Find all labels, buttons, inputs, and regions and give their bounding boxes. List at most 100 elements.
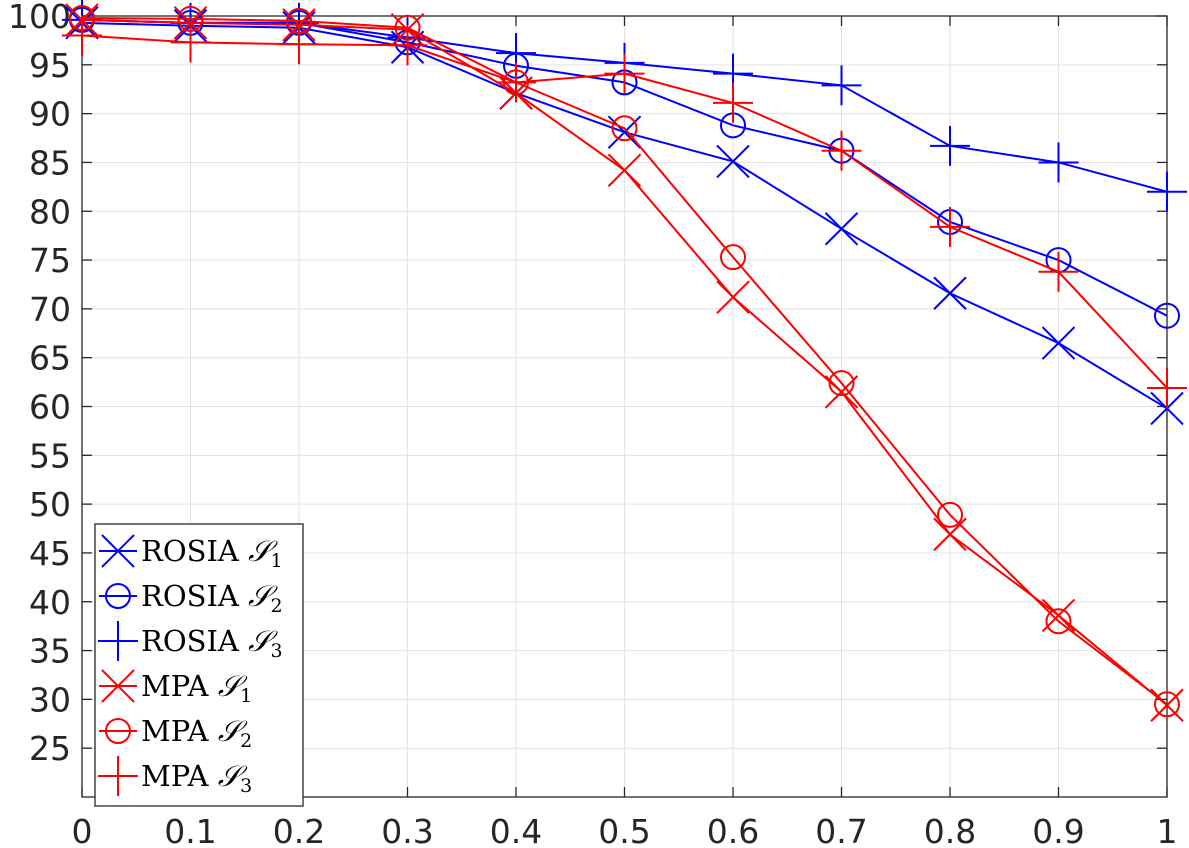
y-tick-label: 100 — [8, 0, 71, 36]
legend-entry: ROSIA 𝒮3 — [98, 621, 283, 662]
marker-stroke — [101, 534, 135, 568]
marker-stroke — [1150, 391, 1184, 426]
marker-stroke — [824, 375, 859, 409]
x-tick-label: 0.4 — [490, 812, 542, 848]
data-point — [937, 501, 963, 528]
y-tick-label: 45 — [29, 534, 71, 573]
legend-subscript: 3 — [240, 775, 252, 797]
legend-entry: MPA 𝒮2 — [99, 714, 252, 752]
legend-marker — [98, 756, 138, 796]
x-tick-label: 0.8 — [924, 812, 976, 848]
marker-stroke — [933, 517, 967, 552]
marker-stroke — [101, 669, 135, 703]
y-tick-label: 75 — [29, 241, 71, 280]
data-point — [933, 276, 967, 310]
legend-entry: MPA 𝒮1 — [99, 669, 252, 707]
x-tick-label: 0.5 — [598, 812, 650, 848]
data-point — [824, 375, 859, 409]
legend-marker — [101, 669, 135, 703]
marker-stroke — [1041, 326, 1076, 360]
data-point — [933, 517, 967, 552]
data-point — [1154, 691, 1180, 718]
data-point — [720, 244, 746, 271]
legend-label: ROSIA 𝒮2 — [141, 579, 283, 617]
marker-stroke — [716, 280, 750, 314]
marker-stroke — [607, 153, 642, 187]
series-mpa-s3 — [62, 15, 1187, 408]
y-tick-label: 70 — [29, 290, 71, 329]
data-point — [1150, 688, 1184, 722]
legend-marker — [105, 718, 131, 744]
x-tick-label: 0.1 — [164, 812, 216, 848]
y-tick-label: 65 — [29, 339, 71, 378]
data-point — [1147, 367, 1187, 408]
legend-entry: MPA 𝒮3 — [98, 756, 252, 797]
data-point — [1150, 391, 1184, 426]
marker-stroke — [716, 144, 750, 179]
data-point — [604, 53, 645, 94]
legend-label: ROSIA 𝒮1 — [141, 534, 283, 572]
data-point — [1038, 142, 1079, 183]
y-tick-label: 95 — [29, 46, 71, 85]
data-point — [1041, 326, 1076, 360]
legend-label: MPA 𝒮1 — [141, 669, 252, 707]
data-point — [496, 62, 536, 103]
data-point — [387, 25, 428, 66]
legend-marker — [101, 534, 135, 568]
legend-series-name: MPA — [141, 714, 218, 748]
legend-series-name: MPA — [141, 759, 218, 793]
x-tick-label: 1 — [1157, 812, 1178, 848]
marker-stroke — [824, 212, 859, 246]
legend-subscript: 1 — [240, 685, 252, 707]
legend-marker — [105, 583, 131, 609]
legend-box — [94, 523, 304, 807]
y-tick-label: 40 — [29, 583, 71, 622]
y-tick-label: 60 — [29, 388, 71, 427]
legend-subscript: 2 — [240, 730, 252, 752]
axis-ticks: 0 0.1 0.2 0.3 0.4 0.5 0.6 0.7 0.8 0.9 1 25 30 35 40 45 5… — [8, 0, 1178, 848]
data-point — [607, 153, 642, 187]
data-point — [930, 125, 970, 166]
y-tick-label: 35 — [29, 632, 71, 671]
x-tick-label: 0.9 — [1032, 812, 1084, 848]
x-tick-label: 0.6 — [707, 812, 759, 848]
data-point — [1045, 608, 1072, 635]
legend-subscript: 3 — [271, 640, 283, 662]
data-point — [930, 206, 970, 247]
x-tick-label: 0.2 — [273, 812, 325, 848]
data-point — [713, 82, 753, 123]
legend-label: ROSIA 𝒮3 — [141, 624, 283, 662]
y-tick-label: 90 — [29, 95, 71, 134]
legend: ROSIA 𝒮1 ROSIA 𝒮2 ROSIA 𝒮3 MPA 𝒮1 MPA 𝒮2 MPA … — [94, 523, 304, 807]
legend-subscript: 2 — [271, 595, 283, 617]
x-tick-label: 0.3 — [381, 812, 433, 848]
data-point — [62, 15, 102, 56]
legend-series-name: ROSIA — [141, 579, 248, 613]
legend-series-name: ROSIA — [141, 624, 248, 658]
y-tick-label: 85 — [29, 143, 71, 182]
data-point — [1154, 302, 1180, 329]
marker-stroke — [933, 276, 967, 310]
data-point — [170, 22, 211, 63]
data-point — [1147, 171, 1187, 212]
data-point — [821, 130, 862, 171]
data-point — [716, 280, 750, 314]
data-point — [821, 65, 862, 106]
series-line — [81, 16, 1168, 706]
legend-label: MPA 𝒮2 — [141, 714, 252, 752]
legend-label: MPA 𝒮3 — [141, 759, 252, 797]
data-point — [1038, 251, 1079, 292]
legend-entry: ROSIA 𝒮2 — [99, 579, 283, 617]
series-mpa-s1 — [65, 3, 1184, 722]
legend-series-name: ROSIA — [141, 534, 248, 568]
legend-subscript: 1 — [271, 550, 283, 572]
data-point — [716, 144, 750, 179]
legend-marker — [98, 621, 138, 661]
y-tick-label: 50 — [29, 485, 71, 524]
data-point — [279, 24, 319, 65]
data-point — [828, 370, 855, 397]
x-tick-label: 0.7 — [815, 812, 867, 848]
data-point — [611, 115, 638, 142]
x-tick-label: 0 — [72, 812, 93, 848]
